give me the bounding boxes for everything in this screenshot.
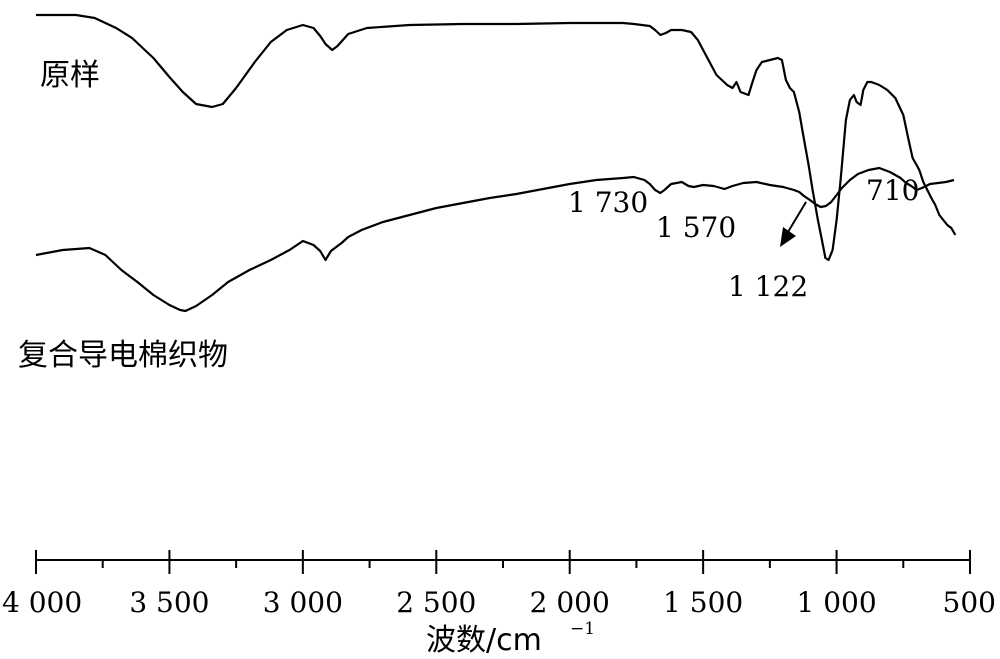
annotation-1570: 1 570 bbox=[656, 211, 736, 244]
series-layer bbox=[35, 13, 957, 313]
annotation-arrow-1122-head bbox=[780, 227, 796, 247]
series-label-composite: 复合导电棉织物 bbox=[18, 338, 228, 373]
annotation-arrow-1122-shaft bbox=[787, 201, 807, 233]
series-line-composite bbox=[35, 166, 955, 313]
x-tick-label: 2 500 bbox=[396, 586, 476, 619]
annotation-710: 710 bbox=[866, 174, 919, 207]
peak-annotations: 1 730 1 570 1 122 710 bbox=[568, 174, 919, 303]
x-tick-label: 1 000 bbox=[796, 586, 876, 619]
x-tick-label: 3 000 bbox=[263, 586, 343, 619]
x-axis-label-exponent: −1 bbox=[570, 619, 595, 639]
x-tick-label: 4 000 bbox=[2, 586, 82, 619]
annotation-1122: 1 122 bbox=[728, 270, 808, 303]
series-label-original: 原样 bbox=[40, 58, 100, 93]
annotation-1730: 1 730 bbox=[568, 186, 648, 219]
x-axis-title: 波数/cm −1 bbox=[426, 619, 595, 658]
x-tick-label: 1 500 bbox=[663, 586, 743, 619]
x-tick-label: 500 bbox=[943, 586, 996, 619]
x-tick-label: 2 000 bbox=[530, 586, 610, 619]
x-axis: 4 000 3 500 3 000 2 500 2 000 1 500 1 000 500 bbox=[2, 550, 996, 619]
x-axis-label: 波数/cm bbox=[426, 623, 542, 658]
series-line-original bbox=[36, 13, 957, 262]
x-tick-label: 3 500 bbox=[129, 586, 209, 619]
